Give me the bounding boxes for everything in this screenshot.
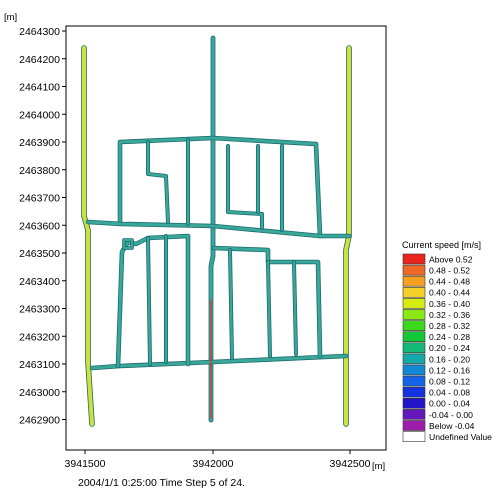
legend-label: 0.44 - 0.48 xyxy=(429,277,470,287)
legend-label: 0.08 - 0.12 xyxy=(429,377,470,387)
legend-title: Current speed [m/s] xyxy=(402,240,481,250)
y-tick-label: 2463800 xyxy=(19,165,60,177)
y-tick-label: 2463900 xyxy=(19,137,60,149)
upper-cross-canal xyxy=(86,220,351,238)
x-tick-label: 3942000 xyxy=(193,458,234,470)
legend-swatch xyxy=(402,409,426,420)
plot-frame xyxy=(65,25,387,451)
legend-swatch xyxy=(402,375,426,387)
legend-label: 0.40 - 0.44 xyxy=(429,288,470,298)
legend-swatch xyxy=(402,286,426,298)
legend-swatch xyxy=(402,275,426,287)
y-tick-label: 2463300 xyxy=(19,304,60,316)
north-ditch-3 xyxy=(226,144,264,230)
legend-swatch xyxy=(402,353,426,365)
legend-label: 0.04 - 0.08 xyxy=(429,388,470,398)
north-block-loop xyxy=(118,136,322,238)
legend-swatch xyxy=(402,342,426,354)
legend-swatch xyxy=(402,364,426,376)
west-canal xyxy=(82,46,94,426)
y-tick-label: 2463700 xyxy=(19,193,60,205)
legend-label: Above 0.52 xyxy=(429,254,473,264)
legend-label: 0.24 - 0.28 xyxy=(429,332,470,342)
x-axis-unit: [m] xyxy=(372,461,385,472)
legend-swatch xyxy=(402,298,426,309)
legend-label: 0.32 - 0.36 xyxy=(429,310,470,320)
y-tick-label: 2462900 xyxy=(19,415,60,427)
legend-swatch xyxy=(402,331,426,343)
south-ditch-1 xyxy=(146,236,152,366)
y-tick-label: 2463500 xyxy=(19,248,60,260)
y-tick-label: 2464100 xyxy=(19,82,60,94)
legend-swatch xyxy=(402,420,426,431)
x-axis: 3941500 3942000 3942500 xyxy=(65,450,371,470)
south-ditch-3 xyxy=(228,248,234,360)
legend-label: Undefined Value xyxy=(429,432,492,442)
legend-swatch xyxy=(402,253,426,265)
legend-swatch xyxy=(402,309,426,320)
legend-swatch xyxy=(402,431,426,442)
south-ditch-5 xyxy=(292,260,298,356)
north-ditch-1-outline xyxy=(146,140,170,224)
x-tick-label: 3942500 xyxy=(330,458,371,470)
legend-swatch xyxy=(402,397,426,409)
y-tick-label: 2463200 xyxy=(19,331,60,343)
north-ditch-1 xyxy=(146,140,170,224)
legend-swatch xyxy=(402,320,426,331)
south-west-loop xyxy=(116,234,190,368)
y-tick-label: 2464000 xyxy=(19,109,60,121)
legend-label: 0.16 - 0.20 xyxy=(429,354,470,364)
x-tick-label: 3941500 xyxy=(65,458,106,470)
legend-swatch xyxy=(402,264,426,276)
legend-label: Below -0.04 xyxy=(429,421,475,431)
legend-label: 0.28 - 0.32 xyxy=(429,321,470,331)
lower-cross-canal xyxy=(90,354,348,370)
time-step-caption: 2004/1/1 0:25:00 Time Step 5 of 24. xyxy=(78,477,245,489)
y-axis-unit: [m] xyxy=(4,12,17,23)
legend-label: -0.04 - 0.00 xyxy=(429,410,473,420)
y-tick-label: 2464200 xyxy=(19,54,60,66)
south-ditch-4 xyxy=(266,260,272,358)
y-tick-label: 2463000 xyxy=(19,387,60,399)
legend-swatch xyxy=(402,386,426,398)
legend-label: 0.12 - 0.16 xyxy=(429,365,470,375)
pond-loop xyxy=(123,239,133,249)
y-tick-label: 2464300 xyxy=(19,26,60,38)
y-tick-label: 2463600 xyxy=(19,220,60,232)
east-canal xyxy=(344,46,351,426)
legend-label: 0.00 - 0.04 xyxy=(429,399,470,409)
y-axis: 2464300 2464200 2464100 2464000 2463900 24638… xyxy=(19,26,66,427)
legend-label: 0.36 - 0.40 xyxy=(429,299,470,309)
south-west-loop-outline xyxy=(115,233,191,369)
channel-network xyxy=(81,35,352,427)
legend: Current speed [m/s] Above 0.52 0.48 - 0.5… xyxy=(402,240,492,442)
y-tick-label: 2463400 xyxy=(19,276,60,288)
legend-label: 0.48 - 0.52 xyxy=(429,266,470,276)
legend-label: 0.20 - 0.24 xyxy=(429,343,470,353)
y-tick-label: 2463100 xyxy=(19,359,60,371)
